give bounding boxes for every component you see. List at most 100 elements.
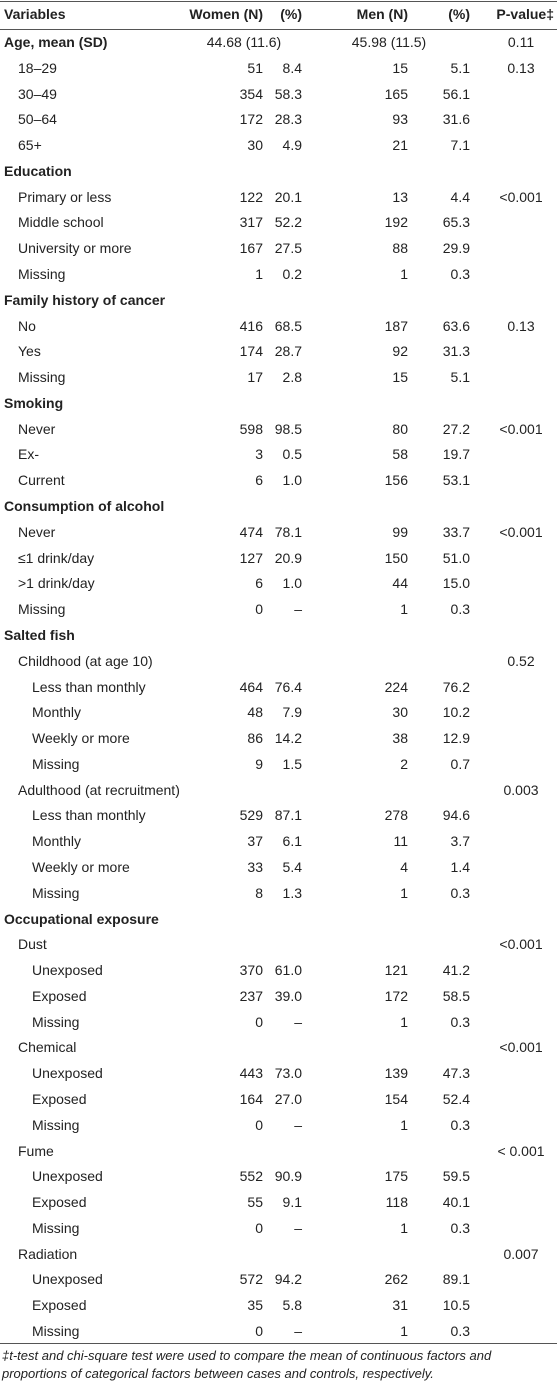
header-cell: (%) (280, 6, 302, 22)
table-cell: 88 (392, 240, 408, 257)
table-cell: 0.3 (450, 601, 470, 618)
row-label: Unexposed (32, 1065, 103, 1082)
row-label: Radiation (18, 1245, 78, 1262)
table-cell: 56.1 (442, 85, 470, 102)
table-cell: 41.2 (442, 962, 470, 979)
table-cell: 1.5 (282, 755, 302, 772)
row-label: Unexposed (32, 1271, 103, 1288)
table-cell: <0.001 (499, 420, 543, 437)
table-cell: 354 (239, 85, 263, 102)
table-cell: 2.8 (282, 369, 302, 386)
table-cell: 52.2 (274, 214, 302, 231)
table-cell: 5.8 (282, 1297, 302, 1314)
table-cell: 89.1 (442, 1271, 470, 1288)
row-label: Middle school (18, 214, 104, 231)
table-cell: 1 (400, 1219, 408, 1236)
table-cell: <0.001 (499, 936, 543, 953)
table-cell: <0.001 (499, 523, 543, 540)
row-label: Never (18, 523, 56, 540)
row-label: Exposed (32, 1194, 87, 1211)
table-cell: 1 (400, 266, 408, 283)
table-cell: 0.13 (507, 59, 535, 76)
table-cell: 474 (239, 523, 263, 540)
table-cell: 21 (392, 137, 408, 154)
table-cell: < 0.001 (497, 1142, 545, 1159)
table-cell: 52.4 (442, 1090, 470, 1107)
table-cell: 44 (392, 575, 408, 592)
table-cell: 192 (384, 214, 408, 231)
table-cell: 10.5 (442, 1297, 470, 1314)
table-cell: 156 (384, 472, 408, 489)
table-cell: 99 (392, 523, 408, 540)
table-cell: 121 (384, 962, 408, 979)
table-cell: 55 (247, 1194, 263, 1211)
header-cell: Variables (4, 6, 66, 22)
table-cell: 33.7 (442, 523, 470, 540)
table-cell: 0 (255, 1116, 263, 1133)
table-cell: 27.2 (442, 420, 470, 437)
header-cell: (%) (448, 6, 470, 22)
table-cell: 4.9 (282, 137, 302, 154)
table-cell: 9 (255, 755, 263, 772)
table-cell: 6 (255, 575, 263, 592)
table-cell: 154 (384, 1090, 408, 1107)
section-label: Age, mean (SD) (4, 34, 108, 50)
table-cell: – (294, 601, 302, 618)
table-cell: 443 (239, 1065, 263, 1082)
table-cell: 51.0 (442, 549, 470, 566)
table-cell: 317 (239, 214, 263, 231)
section-label: Occupational exposure (4, 910, 159, 927)
table-cell: 1 (400, 884, 408, 901)
row-label: Dust (18, 936, 47, 953)
table-cell: 13 (392, 188, 408, 205)
table-cell: 6 (255, 472, 263, 489)
top-rule (0, 1, 557, 2)
row-label: Missing (18, 266, 66, 283)
table-cell: – (294, 1013, 302, 1030)
header-cell: Men (N) (356, 6, 408, 22)
section-label: Smoking (4, 394, 64, 411)
table-cell: 0 (255, 1013, 263, 1030)
table-cell: 11 (393, 833, 408, 850)
table-cell: – (294, 1116, 302, 1133)
table-cell: 38 (392, 730, 408, 747)
row-label: No (18, 317, 36, 334)
table-cell: 0.3 (450, 1219, 470, 1236)
table-cell: 4 (400, 858, 408, 875)
header-rule (0, 29, 557, 30)
table-cell: – (294, 1323, 302, 1339)
table-cell: 30 (392, 704, 408, 721)
table-cell: 572 (239, 1271, 263, 1288)
table-cell: 86 (247, 730, 263, 747)
table-cell: 0.5 (282, 446, 302, 463)
row-label: 18–29 (18, 59, 57, 76)
table-cell: <0.001 (499, 1039, 543, 1056)
table-cell: 3 (255, 446, 263, 463)
table-cell: 53.1 (442, 472, 470, 489)
table-cell: 1 (255, 266, 263, 283)
table-cell: 0 (255, 601, 263, 618)
table-cell: 127 (239, 549, 263, 566)
table-cell: 31.3 (442, 343, 470, 360)
table-cell: 94.6 (442, 807, 470, 824)
table-cell: 224 (384, 678, 408, 695)
table-cell: 0.3 (450, 1116, 470, 1133)
row-label: Weekly or more (32, 730, 130, 747)
table-cell: 80 (392, 420, 408, 437)
row-label: Exposed (32, 1297, 87, 1314)
row-label: Ex- (18, 446, 39, 463)
table-cell: <0.001 (499, 188, 543, 205)
table-cell: 65.3 (442, 214, 470, 231)
header-cell: Women (N) (189, 6, 263, 22)
table-cell: 31 (392, 1297, 408, 1314)
table-cell: 0.3 (450, 266, 470, 283)
row-label: Adulthood (at recruitment) (18, 781, 180, 798)
table-cell: 14.2 (274, 730, 302, 747)
table-cell: 7.1 (450, 137, 470, 154)
table-cell: 40.1 (442, 1194, 470, 1211)
table-cell: 58.3 (274, 85, 302, 102)
table-cell: 94.2 (274, 1271, 302, 1288)
row-label: Missing (32, 884, 80, 901)
table-cell: 1 (400, 1013, 408, 1030)
table-cell: 278 (384, 807, 408, 824)
